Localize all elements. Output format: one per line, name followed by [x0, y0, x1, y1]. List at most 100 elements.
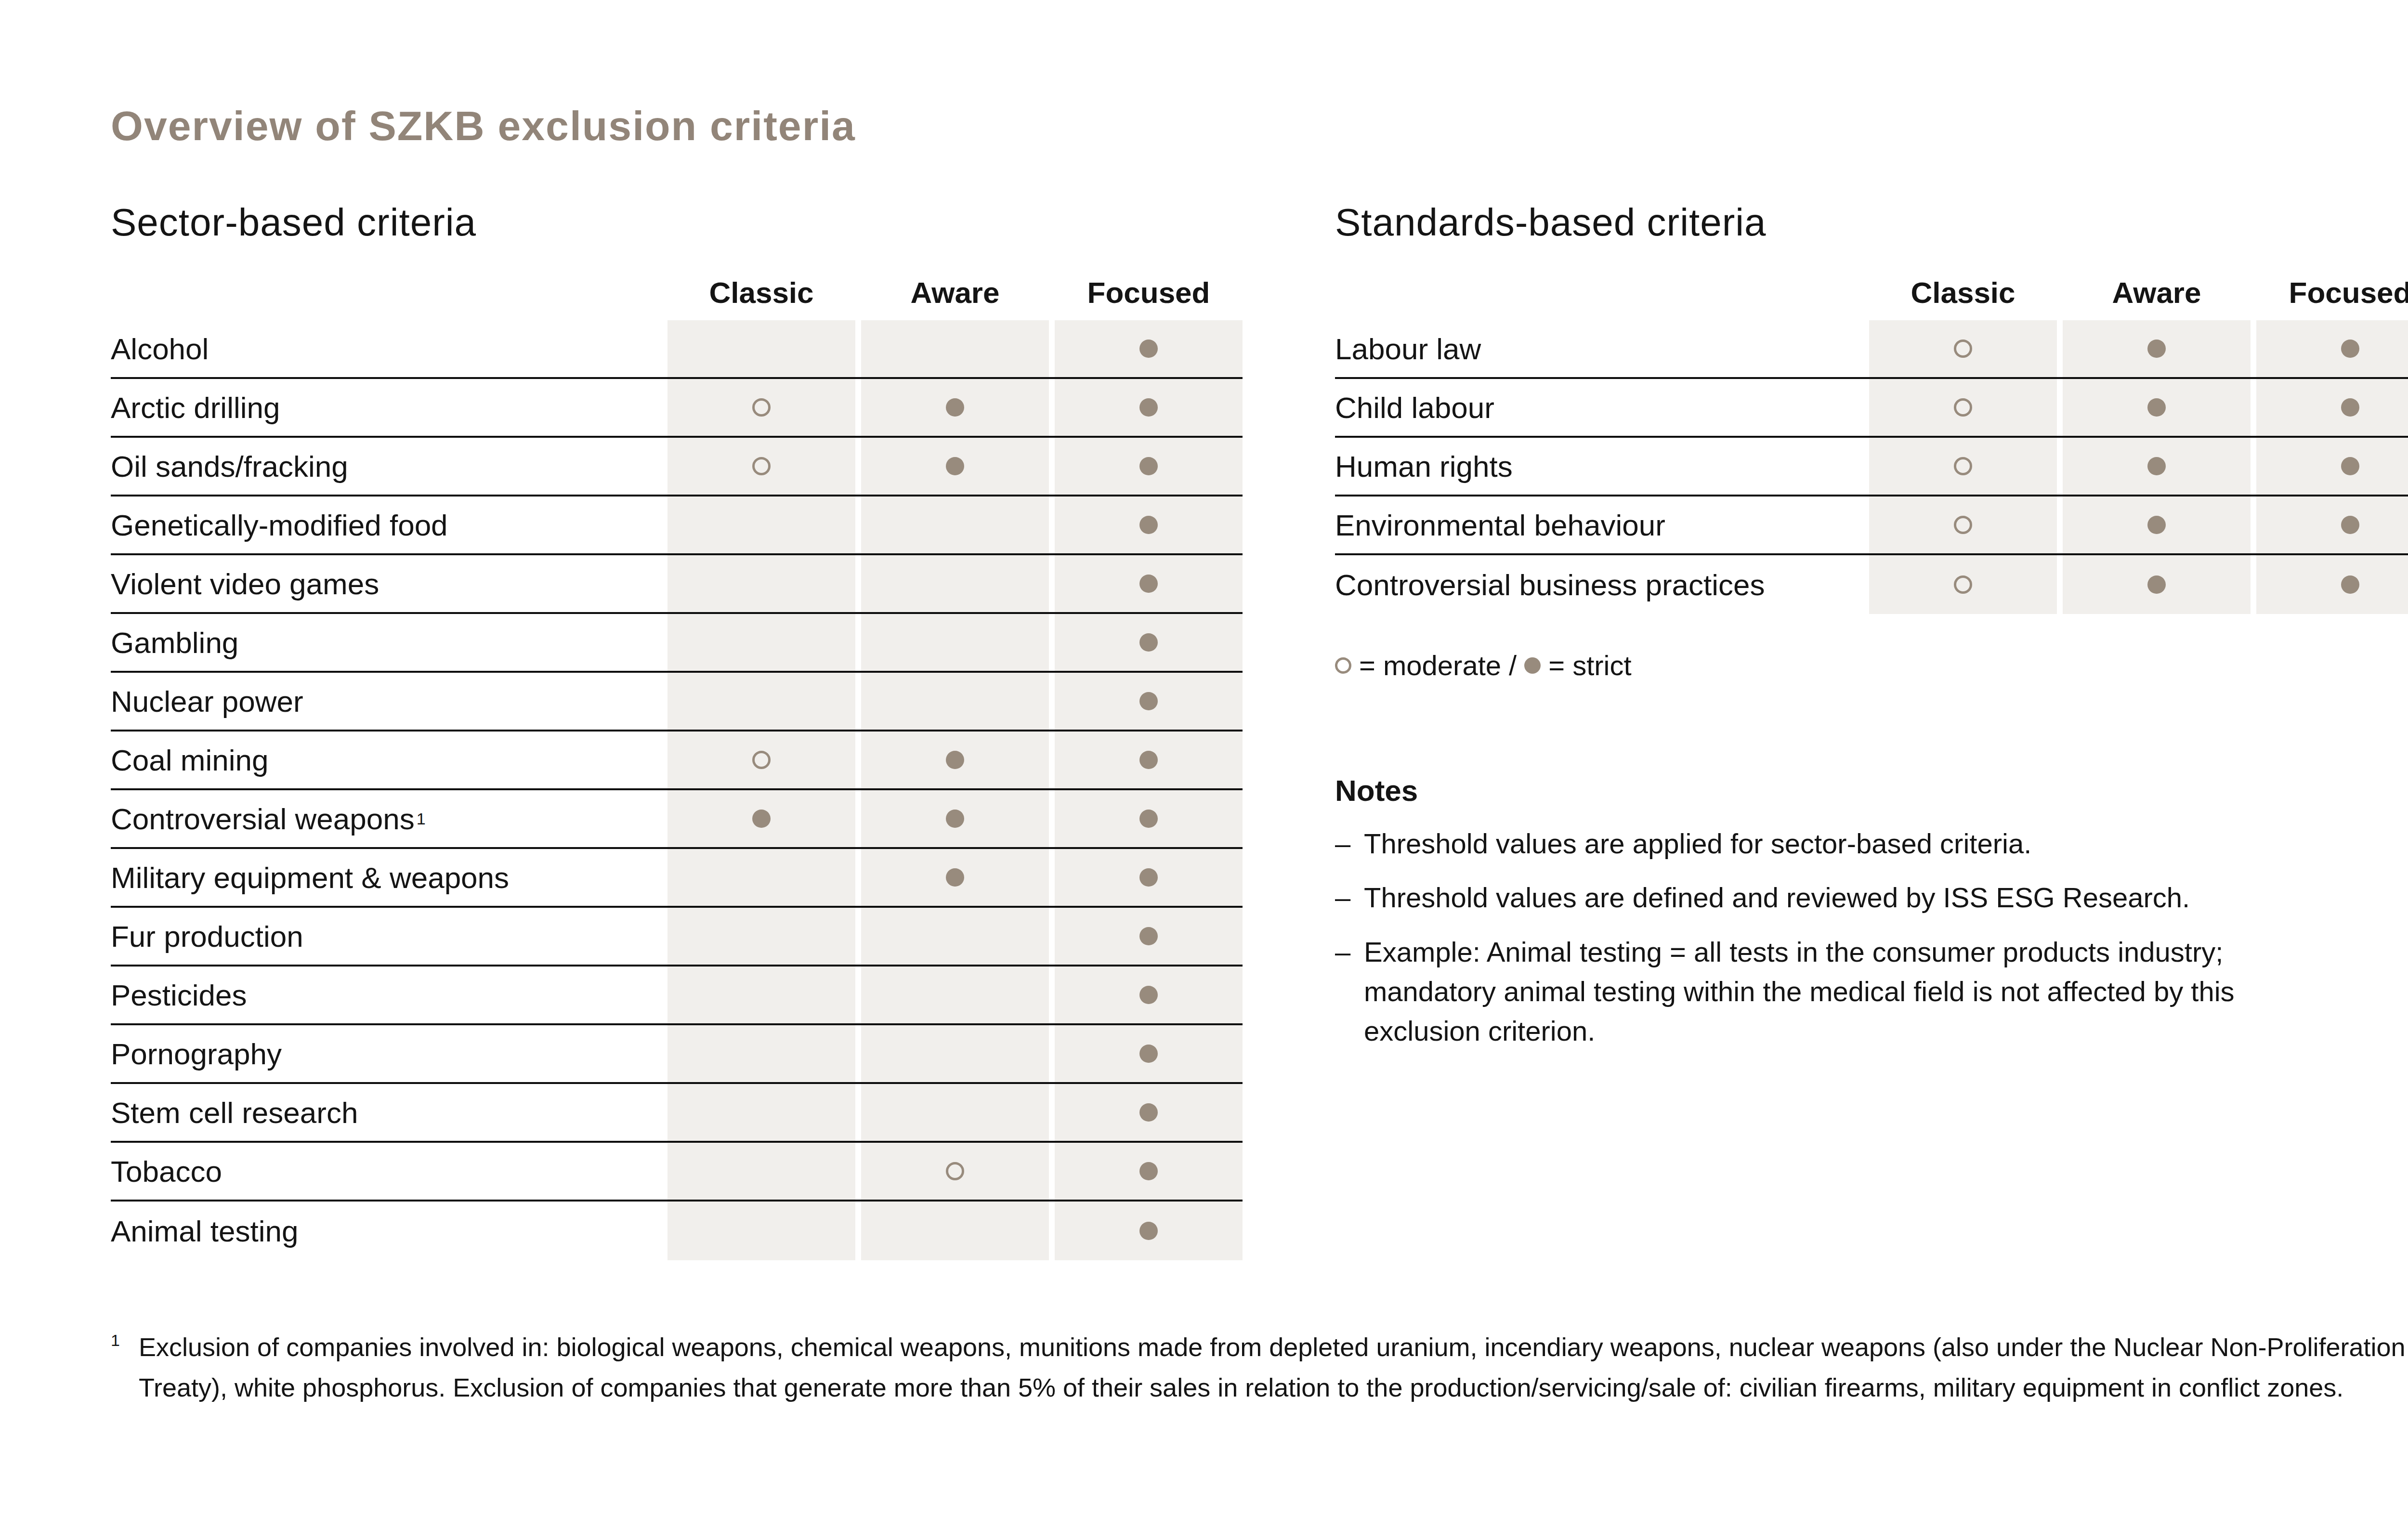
table-header-row: ClassicAwareFocused [1335, 260, 2408, 320]
strict-dot-icon [946, 810, 964, 828]
row-label: Tobacco [111, 1143, 662, 1200]
dot-cell [1055, 379, 1243, 436]
strict-dot-icon [1139, 810, 1158, 828]
strict-dot-icon [1139, 398, 1158, 417]
row-label: Environmental behaviour [1335, 496, 1863, 553]
strict-dot-icon [1139, 633, 1158, 652]
row-label: Military equipment & weapons [111, 849, 662, 906]
row-label: Controversial weapons1 [111, 790, 662, 847]
table-row: Nuclear power [111, 673, 1243, 731]
table-row: Coal mining [111, 731, 1243, 790]
dot-cell [2063, 496, 2251, 553]
moderate-dot-icon [1954, 575, 1972, 594]
dot-cell [2256, 555, 2408, 614]
strict-dot-icon [946, 751, 964, 769]
dot-cell [861, 966, 1049, 1023]
dot-cell [2063, 555, 2251, 614]
dot-cell [667, 731, 855, 788]
dot-cell [1869, 379, 2057, 436]
strict-dot-icon [946, 457, 964, 475]
dot-cell [861, 790, 1049, 847]
dot-cell [1055, 614, 1243, 671]
page-title: Overview of SZKB exclusion criteria [111, 102, 856, 150]
strict-dot-icon [2341, 516, 2359, 534]
strict-dot-icon [946, 868, 964, 887]
dot-cell [2063, 438, 2251, 495]
dot-cell [1055, 1025, 1243, 1082]
table-row: Tobacco [111, 1143, 1243, 1202]
legend: = moderate / = strict [1335, 649, 1632, 681]
table-row: Alcohol [111, 320, 1243, 379]
dot-cell [861, 379, 1049, 436]
table-row: Arctic drilling [111, 379, 1243, 438]
standards-criteria-table: ClassicAwareFocusedLabour lawChild labou… [1335, 260, 2408, 614]
strict-dot-icon [1139, 868, 1158, 887]
row-label: Gambling [111, 614, 662, 671]
column-header-focused: Focused [1055, 275, 1243, 320]
note-item: –Threshold values are applied for sector… [1335, 824, 2317, 863]
footnote: 1 Exclusion of companies involved in: bi… [111, 1327, 2408, 1408]
strict-dot-icon [1139, 457, 1158, 475]
strict-dot-icon [2147, 340, 2166, 358]
table-row: Violent video games [111, 555, 1243, 614]
dot-cell [667, 379, 855, 436]
row-label: Oil sands/fracking [111, 438, 662, 495]
dot-cell [861, 1025, 1049, 1082]
dot-cell [861, 1202, 1049, 1260]
strict-dot-icon [752, 810, 771, 828]
dot-cell [667, 849, 855, 906]
dot-cell [667, 1025, 855, 1082]
column-header-classic: Classic [1869, 275, 2057, 320]
sector-section-heading: Sector-based criteria [111, 200, 476, 245]
dot-cell [1055, 966, 1243, 1023]
dot-cell [667, 496, 855, 553]
row-label: Nuclear power [111, 673, 662, 730]
dot-cell [667, 966, 855, 1023]
moderate-dot-icon [752, 457, 771, 475]
column-header-focused: Focused [2256, 275, 2408, 320]
row-label: Controversial business practices [1335, 555, 1863, 614]
strict-dot-icon [2147, 575, 2166, 594]
dot-cell [667, 320, 855, 377]
dot-cell [667, 1084, 855, 1141]
row-label: Pesticides [111, 966, 662, 1023]
row-label: Genetically-modified food [111, 496, 662, 553]
dot-cell [1055, 790, 1243, 847]
dot-cell [861, 849, 1049, 906]
dot-cell [2256, 496, 2408, 553]
dot-cell [1055, 555, 1243, 612]
table-row: Child labour [1335, 379, 2408, 438]
dot-cell [1055, 908, 1243, 965]
dot-cell [1055, 1202, 1243, 1260]
row-label: Coal mining [111, 731, 662, 788]
notes-heading: Notes [1335, 773, 2317, 808]
dot-cell [667, 908, 855, 965]
row-label: Alcohol [111, 320, 662, 377]
dot-cell [861, 673, 1049, 730]
column-header-classic: Classic [667, 275, 855, 320]
dot-cell [667, 438, 855, 495]
dot-cell [1869, 320, 2057, 377]
strict-dot-icon [2341, 575, 2359, 594]
moderate-dot-icon [1954, 340, 1972, 358]
dot-cell [2256, 320, 2408, 377]
legend-separator: / [1509, 649, 1517, 681]
dot-cell [1869, 555, 2057, 614]
table-row: Controversial business practices [1335, 555, 2408, 614]
dot-cell [667, 1143, 855, 1200]
column-header-aware: Aware [861, 275, 1049, 320]
strict-dot-icon [946, 398, 964, 417]
dot-cell [861, 731, 1049, 788]
footnote-marker: 1 [111, 1327, 139, 1348]
row-label: Child labour [1335, 379, 1863, 436]
table-row: Controversial weapons1 [111, 790, 1243, 849]
note-dash: – [1335, 824, 1350, 863]
page: Overview of SZKB exclusion criteria Sect… [0, 0, 2408, 1515]
moderate-dot-icon [1335, 657, 1351, 674]
row-label: Human rights [1335, 438, 1863, 495]
note-dash: – [1335, 878, 1350, 917]
column-header-aware: Aware [2063, 275, 2251, 320]
strict-dot-icon [2341, 457, 2359, 475]
strict-dot-icon [1139, 986, 1158, 1004]
dot-cell [861, 1143, 1049, 1200]
